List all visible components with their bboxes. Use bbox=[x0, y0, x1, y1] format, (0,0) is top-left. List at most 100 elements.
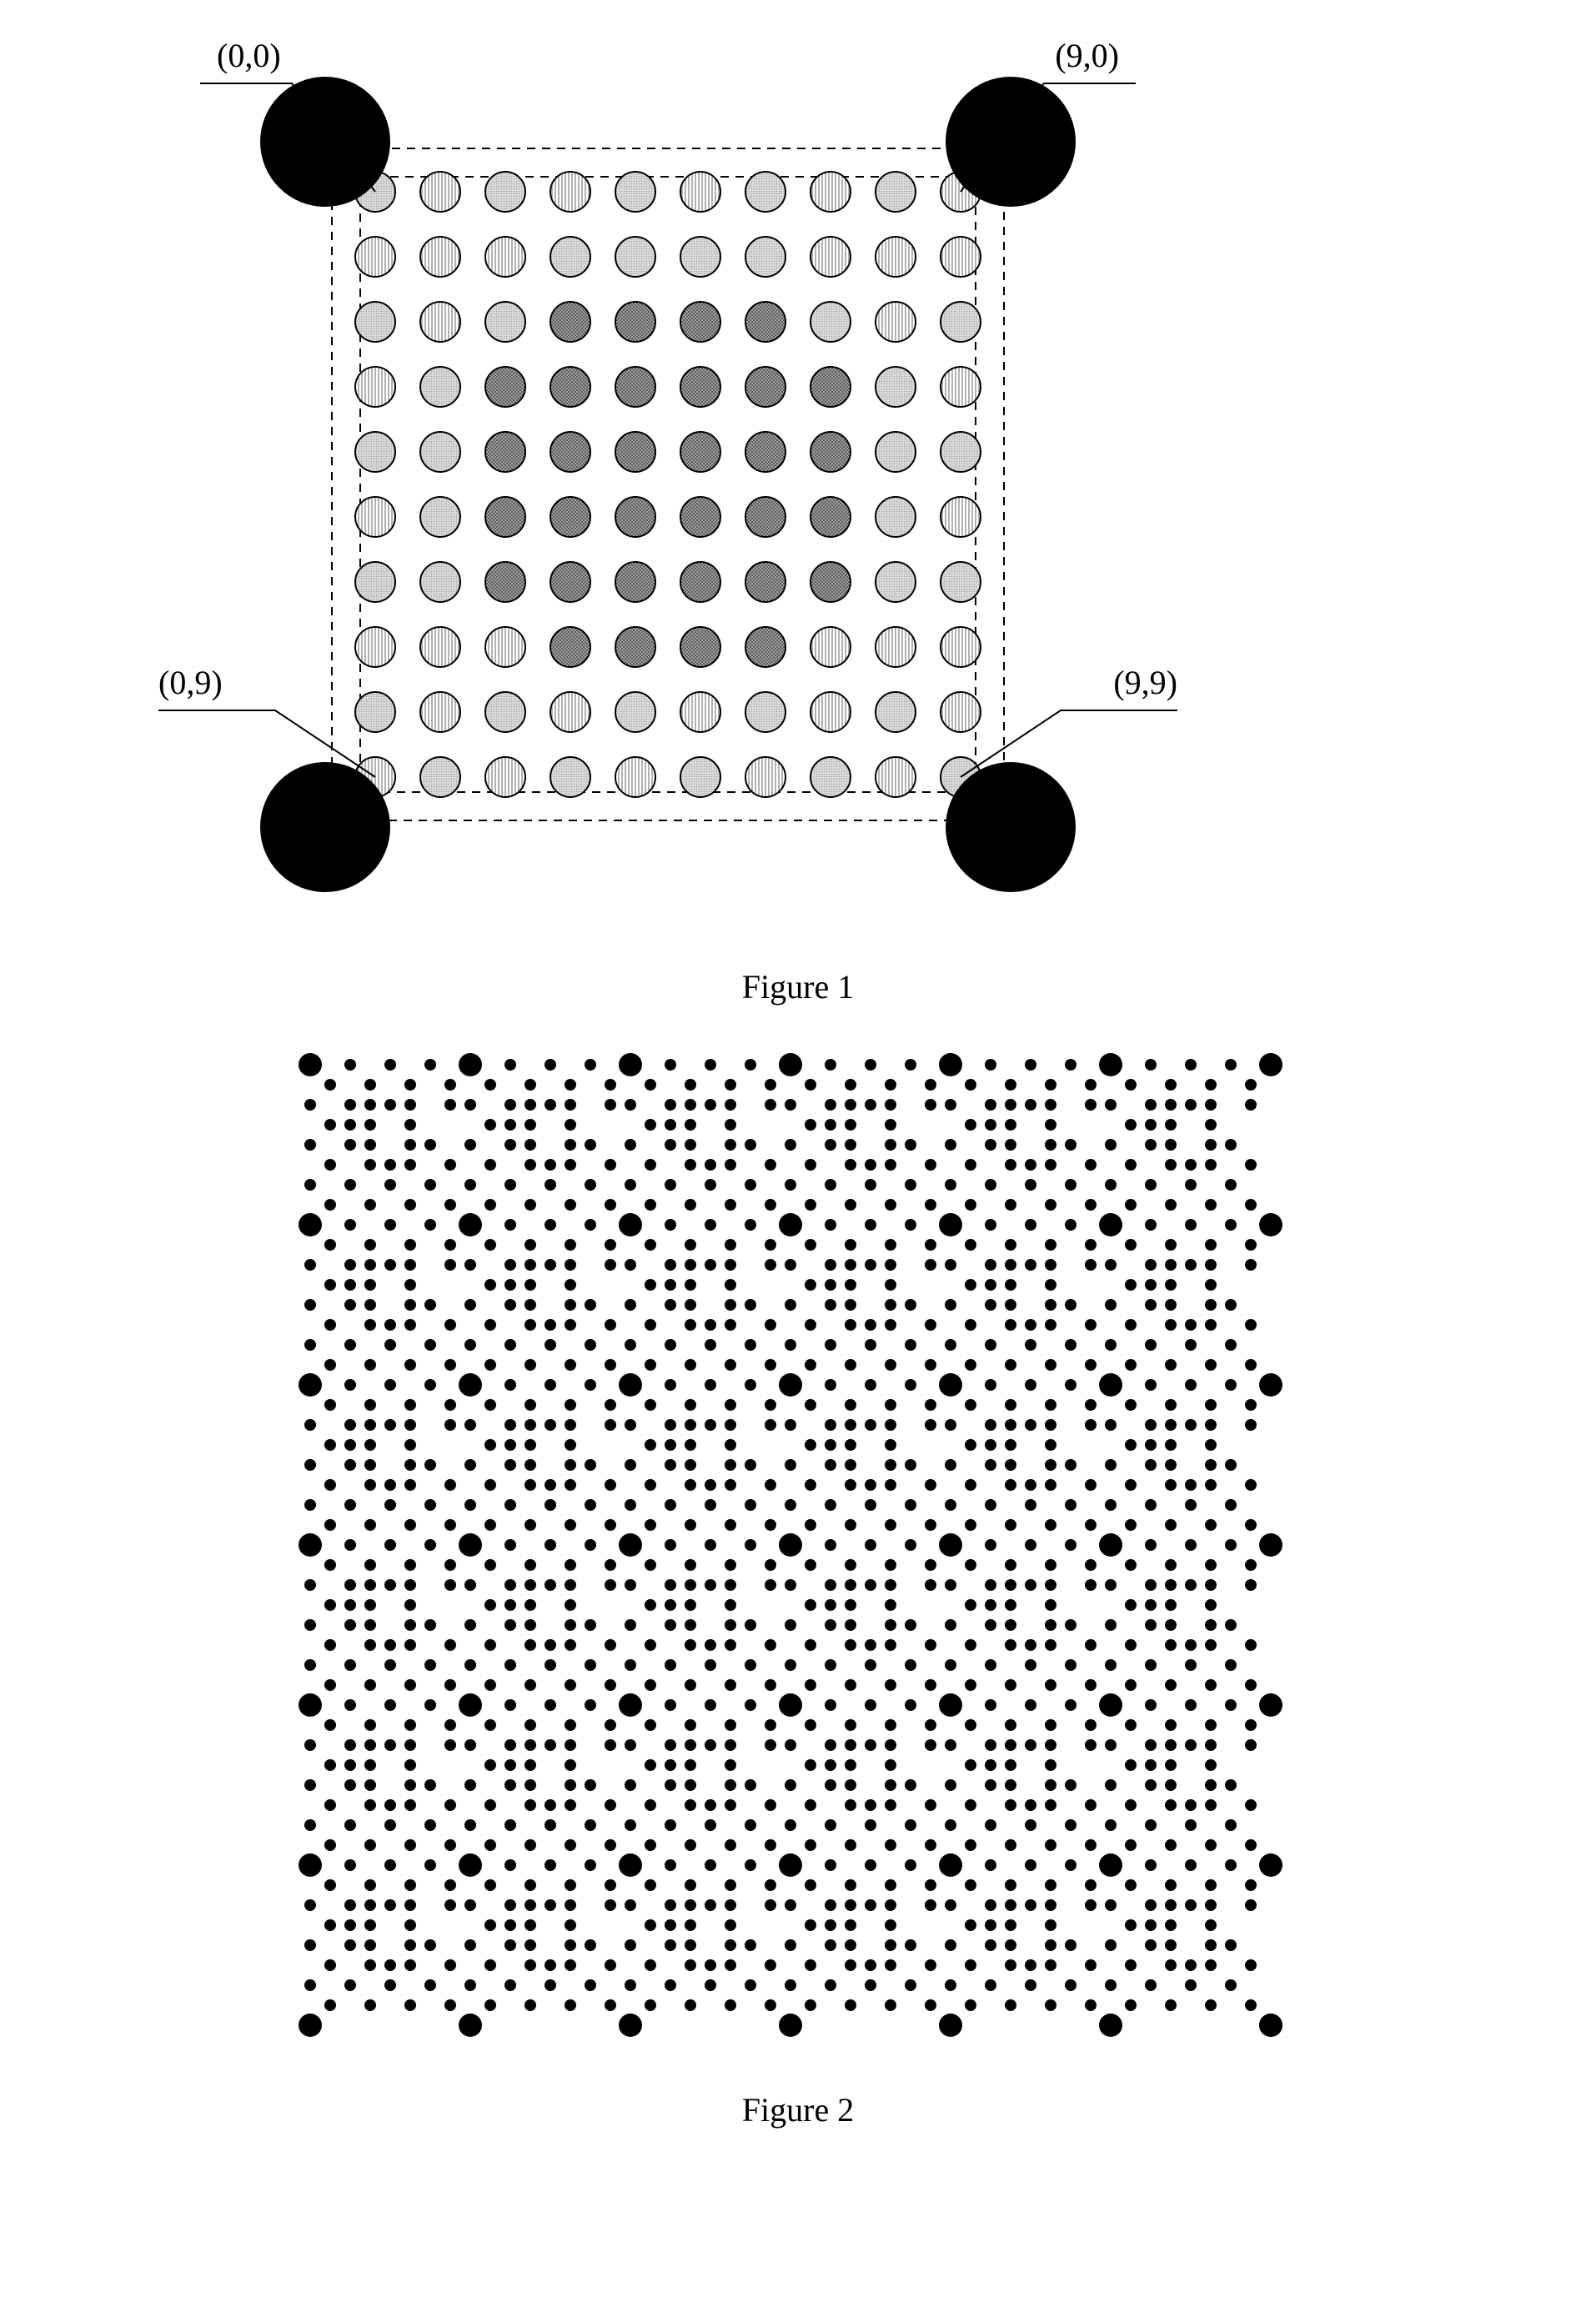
pattern-dot bbox=[1099, 1213, 1122, 1236]
pattern-dot bbox=[504, 1759, 516, 1771]
pattern-dot bbox=[1125, 1559, 1137, 1571]
pattern-dot bbox=[404, 1579, 416, 1591]
pattern-dot bbox=[725, 1739, 736, 1751]
pattern-dot bbox=[1205, 1259, 1217, 1271]
grid-dot bbox=[485, 432, 525, 472]
pattern-dot bbox=[565, 1399, 576, 1411]
pattern-dot bbox=[665, 1539, 676, 1551]
pattern-dot bbox=[344, 1059, 356, 1071]
pattern-dot bbox=[565, 1799, 576, 1811]
pattern-dot bbox=[1165, 1579, 1177, 1591]
grid-dot bbox=[811, 367, 851, 407]
pattern-dot bbox=[1045, 1399, 1056, 1411]
pattern-dot bbox=[1065, 1219, 1077, 1231]
pattern-dot bbox=[805, 1279, 816, 1291]
pattern-dot bbox=[985, 1919, 996, 1931]
pattern-dot bbox=[825, 1339, 836, 1351]
pattern-dot bbox=[1145, 1339, 1157, 1351]
pattern-dot bbox=[985, 1439, 996, 1451]
pattern-dot bbox=[444, 1679, 456, 1691]
pattern-dot bbox=[1245, 1559, 1257, 1571]
pattern-dot bbox=[484, 1639, 496, 1651]
pattern-dot bbox=[985, 1579, 996, 1591]
pattern-dot bbox=[1065, 1659, 1077, 1671]
pattern-dot bbox=[985, 1379, 996, 1391]
pattern-dot bbox=[524, 1399, 536, 1411]
pattern-dot bbox=[1025, 1259, 1036, 1271]
pattern-dot bbox=[865, 1059, 876, 1071]
pattern-dot bbox=[765, 1719, 776, 1731]
pattern-dot bbox=[444, 1559, 456, 1571]
pattern-dot bbox=[665, 1659, 676, 1671]
pattern-dot bbox=[585, 1859, 596, 1871]
pattern-dot bbox=[605, 1679, 616, 1691]
pattern-dot bbox=[1005, 1879, 1016, 1891]
pattern-dot bbox=[1185, 1099, 1197, 1111]
pattern-dot bbox=[1165, 1139, 1177, 1151]
pattern-dot bbox=[625, 1179, 636, 1191]
pattern-dot bbox=[985, 1139, 996, 1151]
pattern-dot bbox=[304, 1259, 316, 1271]
pattern-dot bbox=[845, 1459, 856, 1471]
pattern-dot bbox=[464, 1779, 476, 1791]
pattern-dot bbox=[404, 1739, 416, 1751]
pattern-dot bbox=[324, 1639, 336, 1651]
pattern-dot bbox=[925, 1239, 936, 1251]
grid-dot bbox=[680, 172, 720, 212]
pattern-dot bbox=[524, 1679, 536, 1691]
pattern-dot bbox=[524, 1639, 536, 1651]
pattern-dot bbox=[865, 1339, 876, 1351]
pattern-dot bbox=[424, 1979, 436, 1991]
pattern-dot bbox=[845, 1899, 856, 1911]
pattern-dot bbox=[545, 1799, 556, 1811]
pattern-dot bbox=[384, 1159, 396, 1171]
pattern-dot bbox=[605, 1999, 616, 2011]
pattern-dot bbox=[885, 1299, 896, 1311]
pattern-dot bbox=[404, 1799, 416, 1811]
pattern-dot bbox=[1045, 1079, 1056, 1091]
pattern-dot bbox=[1165, 1439, 1177, 1451]
pattern-dot bbox=[1105, 1899, 1117, 1911]
grid-dot bbox=[876, 367, 916, 407]
pattern-dot bbox=[605, 1519, 616, 1531]
pattern-dot bbox=[364, 1359, 376, 1371]
pattern-dot bbox=[464, 1979, 476, 1991]
pattern-dot bbox=[464, 1259, 476, 1271]
grid-dot bbox=[876, 562, 916, 602]
pattern-dot bbox=[1145, 1939, 1157, 1951]
pattern-dot bbox=[565, 1079, 576, 1091]
grid-dot bbox=[745, 172, 785, 212]
pattern-dot bbox=[1099, 1693, 1122, 1717]
pattern-dot bbox=[605, 1419, 616, 1431]
pattern-dot bbox=[324, 1479, 336, 1491]
pattern-dot bbox=[779, 1533, 802, 1557]
pattern-dot bbox=[1185, 1499, 1197, 1511]
pattern-dot bbox=[1125, 1879, 1137, 1891]
pattern-dot bbox=[805, 1559, 816, 1571]
pattern-dot bbox=[1225, 1379, 1237, 1391]
pattern-dot bbox=[344, 1859, 356, 1871]
pattern-dot bbox=[725, 1919, 736, 1931]
pattern-dot bbox=[605, 1879, 616, 1891]
pattern-dot bbox=[725, 1239, 736, 1251]
pattern-dot bbox=[1205, 1199, 1217, 1211]
pattern-dot bbox=[1165, 1599, 1177, 1611]
pattern-dot bbox=[1145, 1919, 1157, 1931]
pattern-dot bbox=[805, 1159, 816, 1171]
pattern-dot bbox=[344, 1139, 356, 1151]
grid-dot bbox=[615, 172, 655, 212]
grid-dot bbox=[941, 497, 981, 537]
pattern-dot bbox=[905, 1619, 916, 1631]
pattern-dot bbox=[384, 1959, 396, 1971]
pattern-dot bbox=[344, 1979, 356, 1991]
pattern-dot bbox=[565, 1919, 576, 1931]
pattern-dot bbox=[825, 1759, 836, 1771]
pattern-dot bbox=[565, 1279, 576, 1291]
pattern-dot bbox=[825, 1979, 836, 1991]
pattern-dot bbox=[304, 1179, 316, 1191]
pattern-dot bbox=[344, 1619, 356, 1631]
pattern-dot bbox=[484, 1839, 496, 1851]
pattern-dot bbox=[725, 1559, 736, 1571]
pattern-dot bbox=[685, 1959, 696, 1971]
pattern-dot bbox=[1165, 1419, 1177, 1431]
